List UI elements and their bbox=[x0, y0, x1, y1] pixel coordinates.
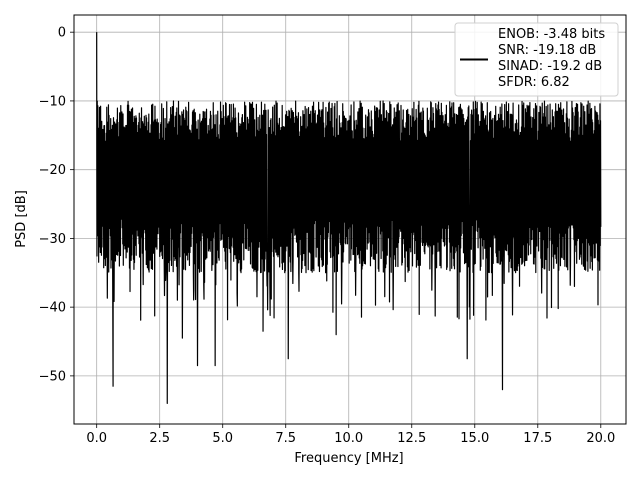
legend: ENOB: -3.48 bits SNR: -19.18 dB SINAD: -… bbox=[454, 22, 619, 97]
y-tick-label: −20 bbox=[39, 163, 66, 178]
x-axis-label: Frequency [MHz] bbox=[294, 451, 403, 466]
x-tick-label: 12.5 bbox=[397, 431, 426, 446]
y-tick-label: 0 bbox=[58, 26, 66, 41]
y-tick-label: −10 bbox=[39, 94, 66, 109]
x-tick-label: 2.5 bbox=[149, 431, 170, 446]
legend-entry-sfdr: SFDR: 6.82 bbox=[498, 75, 570, 90]
x-tick-label: 5.0 bbox=[212, 431, 233, 446]
y-axis-label: PSD [dB] bbox=[14, 190, 29, 248]
y-tick-label: −40 bbox=[39, 301, 66, 316]
x-tick-label: 17.5 bbox=[523, 431, 552, 446]
y-axis-ticks: 0 −10 −20 −30 −40 −50 bbox=[39, 26, 74, 384]
x-tick-label: 0.0 bbox=[86, 431, 107, 446]
legend-entry-enob: ENOB: -3.48 bits bbox=[498, 27, 605, 42]
x-tick-label: 15.0 bbox=[460, 431, 489, 446]
x-tick-label: 20.0 bbox=[586, 431, 615, 446]
legend-box bbox=[454, 22, 619, 97]
y-tick-label: −50 bbox=[39, 369, 66, 384]
x-tick-label: 10.0 bbox=[334, 431, 363, 446]
x-tick-label: 7.5 bbox=[275, 431, 296, 446]
legend-entry-sinad: SINAD: -19.2 dB bbox=[498, 59, 602, 74]
legend-entry-snr: SNR: -19.18 dB bbox=[498, 43, 596, 58]
series-layer bbox=[96, 32, 602, 404]
y-tick-label: −30 bbox=[39, 232, 66, 247]
x-axis-ticks: 0.0 2.5 5.0 7.5 10.0 12.5 15.0 17.5 20.0 bbox=[86, 424, 615, 446]
axes-frame bbox=[73, 14, 627, 425]
psd-series-line bbox=[96, 32, 602, 404]
